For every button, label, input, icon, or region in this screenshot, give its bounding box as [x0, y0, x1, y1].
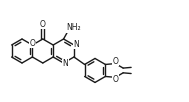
Text: N: N	[73, 40, 79, 49]
Text: NH₂: NH₂	[66, 23, 81, 33]
Text: N: N	[63, 59, 68, 68]
Text: O: O	[40, 20, 46, 29]
Text: O: O	[112, 75, 118, 84]
Text: O: O	[112, 57, 118, 66]
Text: O: O	[29, 39, 35, 48]
